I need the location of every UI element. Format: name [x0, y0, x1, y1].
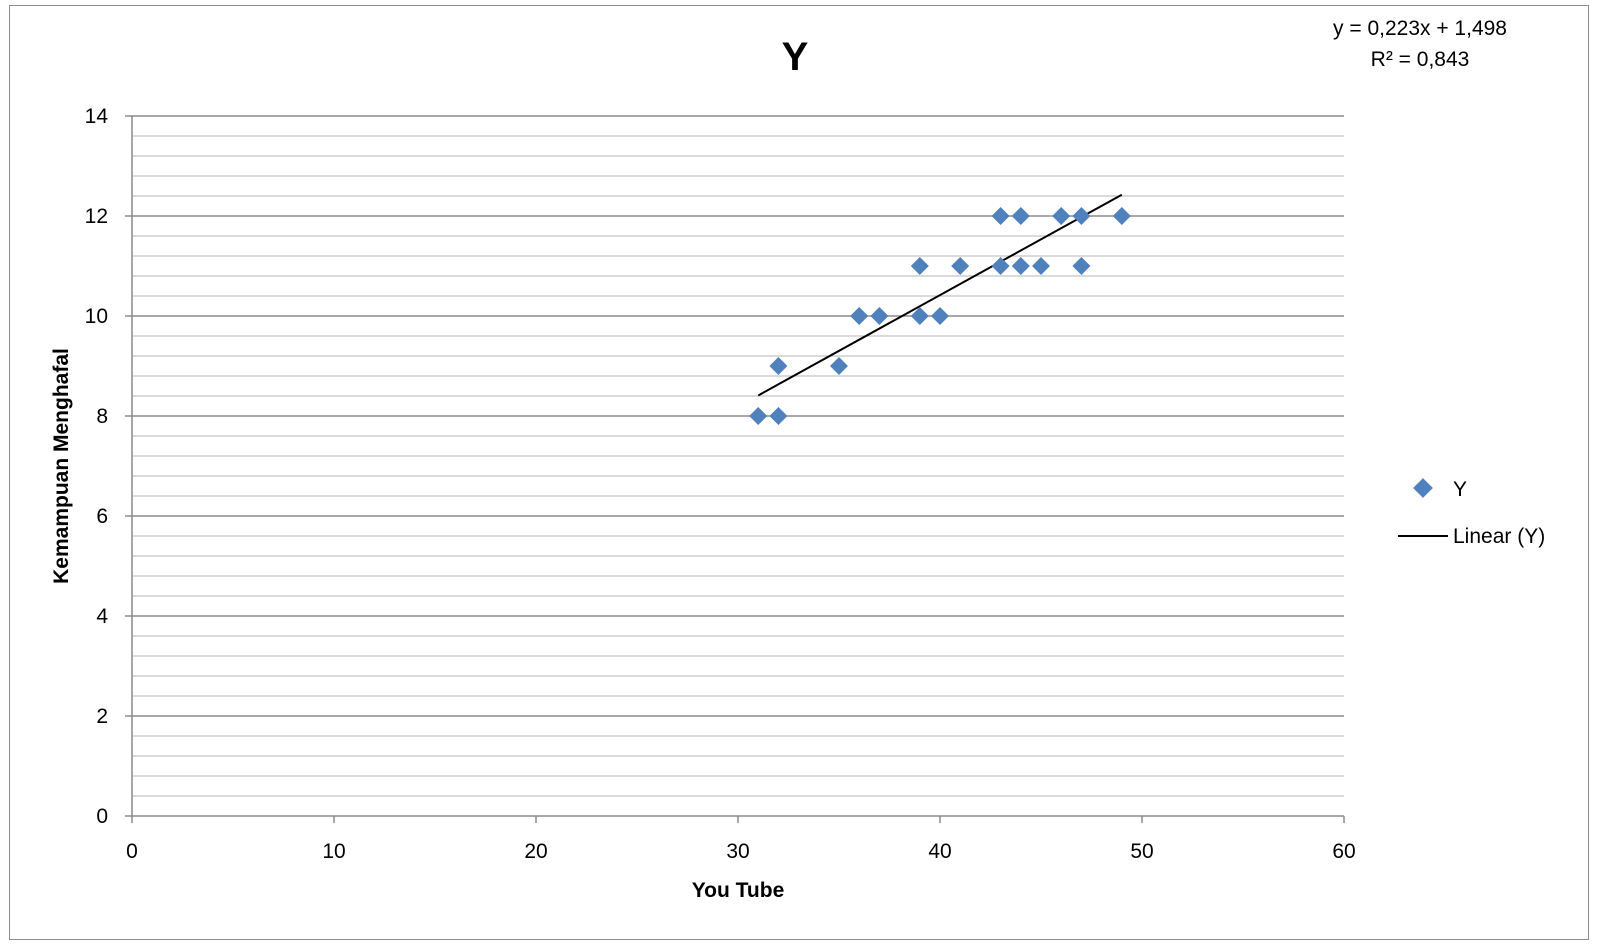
- trendline-line: [757, 193, 1123, 397]
- data-point: [910, 257, 929, 275]
- data-point: [1011, 257, 1030, 275]
- data-point: [769, 357, 788, 375]
- data-point: [850, 307, 869, 325]
- data-point: [931, 307, 949, 325]
- chart-area: [9, 5, 1589, 940]
- y-tick-label: 6: [96, 505, 108, 528]
- data-point: [951, 257, 970, 275]
- legend: Y Linear (Y): [1398, 478, 1545, 548]
- data-points: [749, 207, 1131, 425]
- data-point: [1011, 207, 1030, 225]
- legend-label-trendline: Linear (Y): [1453, 525, 1545, 548]
- y-tick-label: 8: [96, 405, 108, 428]
- axes: [125, 115, 1345, 823]
- data-point: [910, 307, 929, 325]
- data-point: [991, 207, 1010, 225]
- data-point: [769, 407, 788, 425]
- x-tick-label: 60: [1332, 840, 1355, 863]
- y-tick-label: 4: [96, 605, 108, 628]
- data-point: [991, 257, 1010, 275]
- y-axis-title: Kemampuan Menghafal: [50, 348, 73, 584]
- data-point: [870, 307, 889, 325]
- data-point: [749, 407, 768, 425]
- x-tick-label: 50: [1130, 840, 1153, 863]
- chart-title: Y: [782, 35, 809, 79]
- x-tick-label: 30: [726, 840, 749, 863]
- x-tick-label: 10: [322, 840, 345, 863]
- trendline-r-squared: R² = 0,843: [1371, 48, 1470, 71]
- y-tick-label: 12: [85, 205, 108, 228]
- y-tick-label: 0: [96, 805, 108, 828]
- gridlines: [132, 115, 1344, 797]
- data-point: [1032, 257, 1050, 275]
- data-point: [830, 357, 848, 375]
- data-point: [1072, 207, 1091, 225]
- x-tick-label: 20: [524, 840, 547, 863]
- x-tick-label: 0: [126, 840, 138, 863]
- data-point: [1052, 207, 1071, 225]
- trendline: [757, 193, 1123, 397]
- trendline-equation: y = 0,223x + 1,498: [1333, 17, 1507, 40]
- data-point: [1112, 207, 1131, 225]
- x-tick-label: 40: [928, 840, 951, 863]
- legend-marker-diamond-icon: [1413, 478, 1433, 498]
- tick-labels: 0 2 4 6 8 10 12 14 0 10 20 30 40 50 60: [85, 105, 1356, 863]
- y-tick-label: 14: [85, 105, 109, 128]
- y-tick-label: 2: [96, 705, 108, 728]
- y-tick-label: 10: [85, 305, 108, 328]
- legend-label-series: Y: [1453, 478, 1467, 501]
- data-point: [1072, 257, 1091, 275]
- x-axis-title: You Tube: [692, 879, 785, 902]
